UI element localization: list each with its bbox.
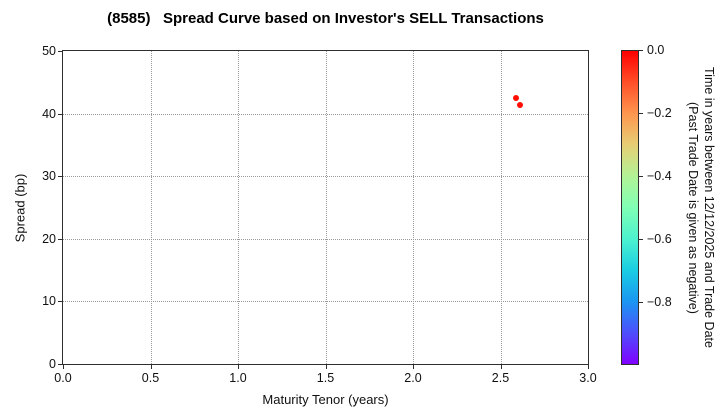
x-tick-label: 2.0 <box>404 371 422 385</box>
y-tick-label: 10 <box>42 294 56 309</box>
x-tick-label: 0.0 <box>54 371 72 385</box>
y-gridline <box>63 113 588 115</box>
x-tick-label: 2.5 <box>491 371 510 385</box>
x-tick-label: 1.0 <box>229 371 247 385</box>
x-gridline <box>500 51 502 364</box>
y-tick-mark <box>58 238 62 240</box>
x-gridline <box>238 51 239 364</box>
colorbar-tick-label: 0.0 <box>647 43 665 57</box>
data-point <box>513 94 520 101</box>
colorbar-tick-mark <box>639 302 643 303</box>
x-gridline <box>413 51 414 364</box>
x-tick-label: 0.5 <box>141 371 160 385</box>
y-gridline <box>63 301 588 303</box>
x-tick-mark <box>63 365 64 369</box>
y-tick-mark <box>58 51 62 52</box>
y-tick-mark <box>58 301 62 303</box>
colorbar-tick-mark <box>639 176 643 177</box>
chart-title: (8585) Spread Curve based on Investor's … <box>107 10 544 27</box>
data-point <box>516 101 523 108</box>
colorbar-tick-mark <box>639 113 643 114</box>
colorbar-label-line1: Time in years between 12/12/2025 and Tra… <box>702 67 716 348</box>
x-tick-mark <box>588 365 589 369</box>
y-tick-label: 30 <box>42 169 56 184</box>
x-gridline <box>150 51 152 364</box>
y-tick-label: 50 <box>42 44 56 58</box>
y-tick-label: 40 <box>42 106 56 121</box>
x-tick-label: 3.0 <box>579 371 597 385</box>
y-gridline <box>63 238 588 240</box>
colorbar-label-line2: (Past Trade Date is given as negative) <box>686 101 700 314</box>
y-tick-label: 20 <box>42 231 56 246</box>
colorbar-tick-label: −0.2 <box>647 106 672 120</box>
x-tick-mark <box>500 365 502 369</box>
colorbar-gradient <box>621 50 639 365</box>
y-tick-mark <box>58 113 62 115</box>
colorbar-tick-label: −0.8 <box>647 295 672 309</box>
y-gridline <box>63 176 588 178</box>
x-tick-mark <box>238 365 239 369</box>
x-tick-mark <box>413 365 414 369</box>
colorbar-tick-mark <box>639 50 643 51</box>
x-axis-label: Maturity Tenor (years) <box>262 392 389 407</box>
x-gridline <box>325 51 327 364</box>
colorbar-tick-label: −0.6 <box>647 232 672 246</box>
colorbar-label: Time in years between 12/12/2025 and Tra… <box>684 45 717 370</box>
y-tick-mark <box>58 176 62 178</box>
plot-area <box>62 50 589 365</box>
x-tick-label: 1.5 <box>316 371 335 385</box>
colorbar-tick-mark <box>639 239 643 240</box>
y-tick-label: 0 <box>49 357 56 371</box>
x-tick-mark <box>325 365 327 369</box>
y-tick-mark <box>58 364 62 365</box>
colorbar-tick-label: −0.4 <box>647 169 672 183</box>
x-tick-mark <box>150 365 152 369</box>
